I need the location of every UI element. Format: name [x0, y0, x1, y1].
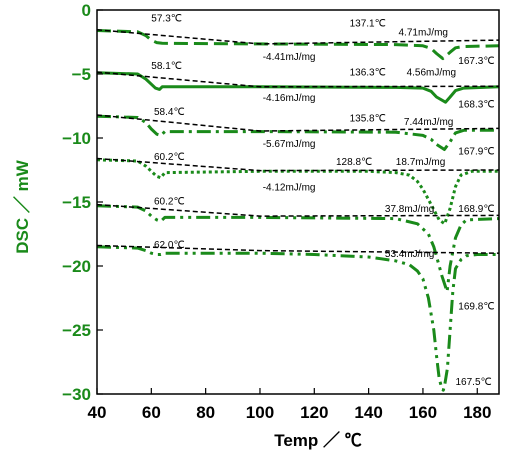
baseline-5: [96, 203, 500, 217]
x-tick-label: 180: [463, 403, 491, 422]
annotation-label: 7.44mJ/mg: [404, 117, 453, 128]
baseline-2: [96, 71, 500, 88]
annotation-label: 4.71mJ/mg: [399, 28, 448, 39]
y-tick-label: −20: [62, 257, 91, 276]
dsc-curve-4: [96, 158, 499, 226]
annotation-label: 53.4mJ/mg: [385, 249, 434, 260]
annotation-label: 169.8℃: [458, 302, 494, 313]
baseline-4: [96, 157, 500, 172]
x-tick-label: 40: [88, 403, 107, 422]
baseline-1: [96, 29, 500, 45]
dsc-curve-1: [96, 29, 500, 61]
x-tick-label: 60: [142, 403, 161, 422]
y-tick-label: −15: [62, 193, 91, 212]
annotation-label: 168.3℃: [458, 99, 494, 110]
annotations-layer: 57.3℃ 137.1℃ 4.71mJ/mg -4.41mJ/mg 167.3℃ 58.1…: [151, 14, 494, 389]
baseline-6: [96, 244, 500, 254]
annotation-label: -4.12mJ/mg: [263, 183, 316, 194]
annotation-label: 137.1℃: [350, 19, 386, 30]
annotation-label: -5.67mJ/mg: [263, 139, 316, 150]
annotation-label: 18.7mJ/mg: [396, 157, 445, 168]
x-tick-label: 160: [409, 403, 437, 422]
annotation-label: 167.3℃: [458, 56, 494, 67]
y-tick-label: 0: [82, 1, 91, 20]
annotation-label: 4.56mJ/mg: [407, 67, 456, 78]
dsc-curve-2: [96, 71, 500, 104]
annotation-label: 128.8℃: [336, 157, 372, 168]
dsc-curve-6: [96, 245, 499, 392]
x-tick-label: 140: [354, 403, 382, 422]
x-tick-label: 80: [196, 403, 215, 422]
annotation-label: 135.8℃: [350, 113, 386, 124]
annotation-label: 62.0℃: [154, 240, 185, 251]
y-tick-label: −5: [72, 65, 91, 84]
annotation-label: 60.2℃: [154, 152, 185, 163]
annotation-label: 168.9℃: [458, 204, 494, 215]
x-tick-label: 120: [300, 403, 328, 422]
annotation-label: 60.2℃: [154, 197, 185, 208]
dsc-curve-5: [96, 204, 500, 294]
x-tick-label: 100: [246, 403, 274, 422]
annotation-label: 57.3℃: [151, 14, 182, 25]
annotation-label: -4.16mJ/mg: [263, 93, 316, 104]
annotation-label: 167.9℃: [458, 147, 494, 158]
baseline-3: [96, 114, 500, 132]
annotation-label: 136.3℃: [350, 67, 386, 78]
curves-layer: [96, 29, 500, 392]
annotation-label: 37.8mJ/mg: [385, 204, 434, 215]
y-tick-label: −25: [62, 321, 91, 340]
annotation-label: 167.5℃: [456, 377, 492, 388]
x-axis-label: Temp ／ ℃: [274, 430, 362, 450]
dsc-curve-3: [96, 114, 499, 151]
annotation-label: 58.1℃: [151, 61, 182, 72]
y-tick-label: −30: [62, 385, 91, 404]
y-axis-label: DSC ／ mW: [12, 159, 32, 253]
y-tick-label: −10: [62, 129, 91, 148]
annotation-label: 58.4℃: [154, 107, 185, 118]
annotation-label: -4.41mJ/mg: [263, 52, 316, 63]
baselines-layer: [96, 29, 500, 254]
